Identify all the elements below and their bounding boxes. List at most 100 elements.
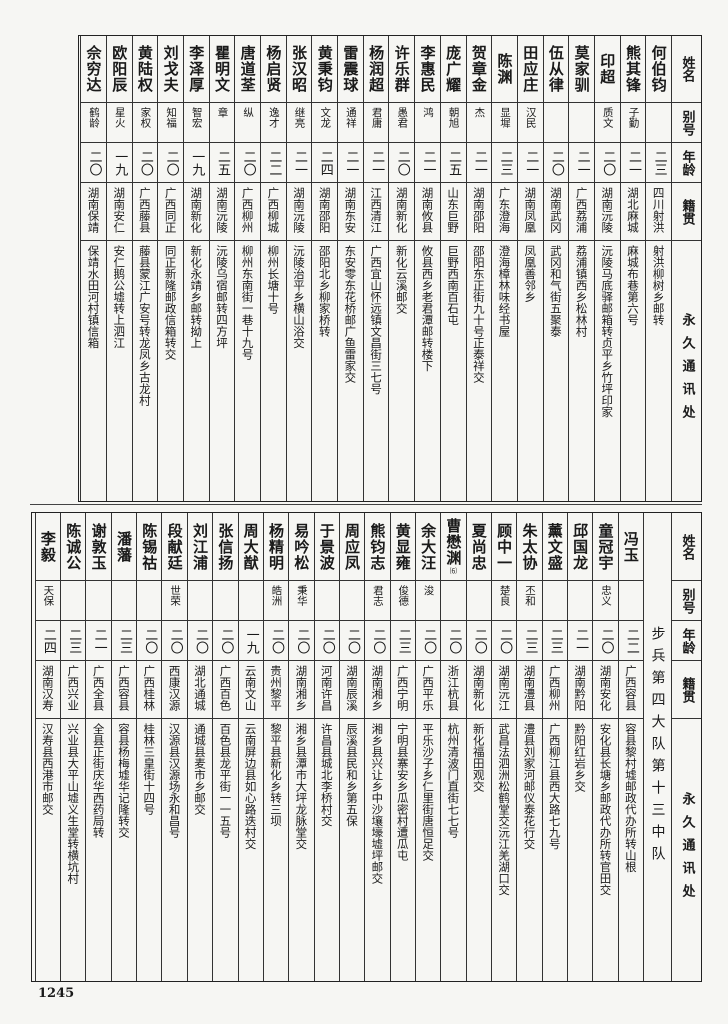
name-text: 李惠民 bbox=[418, 45, 437, 93]
name-text: 佘穷达 bbox=[84, 45, 103, 93]
address-cell: 通城县麦市乡邮交 bbox=[188, 719, 212, 980]
native-cell: 湖南邵阳 bbox=[312, 183, 338, 241]
alias-text: 子勤 bbox=[627, 107, 640, 128]
native-text: 湖南黔阳 bbox=[573, 665, 588, 711]
address-text: 容县黎村墟邮政代办所转山根 bbox=[623, 723, 638, 873]
age-text: 一九 bbox=[189, 149, 205, 176]
alias-cell bbox=[567, 581, 593, 621]
age-cell: 二〇 bbox=[132, 143, 158, 183]
address-text: 安化县长塘乡邮政代办所转官田交 bbox=[598, 723, 613, 896]
table-row: 张信扬 二〇 广西百色 百色县龙平街一一五号 bbox=[212, 513, 238, 981]
name-text: 熊其锋 bbox=[623, 45, 642, 93]
address-cell: 沅陵乌宿邮转四方坪 bbox=[210, 241, 235, 500]
age-text: 二〇 bbox=[600, 149, 616, 176]
age-text: 二五 bbox=[214, 149, 230, 176]
name-cell: 莫家驯 bbox=[569, 36, 594, 103]
alias-text: 显墀 bbox=[499, 107, 512, 128]
address-cell: 湘乡县兴让乡中沙壤壕墟坪邮交 bbox=[365, 719, 389, 980]
age-text: 二四 bbox=[40, 627, 56, 654]
age-text: 二三 bbox=[497, 149, 513, 176]
name-cell: 陈诚公 bbox=[61, 513, 86, 581]
name-text: 顾中一 bbox=[495, 522, 514, 571]
native-cell: 湖南沅陵 bbox=[286, 183, 312, 241]
address-text: 柳州东南街一巷十九号 bbox=[240, 245, 255, 360]
name-cell: 张汉昭 bbox=[286, 36, 312, 103]
age-cell: 二〇 bbox=[235, 143, 260, 183]
alias-text: 君庸 bbox=[370, 107, 383, 128]
table-row: 何伯钧 二三 四川射洪 射洪柳树乡邮转 bbox=[645, 36, 671, 501]
address-text: 邵阳北乡柳家桥转 bbox=[317, 245, 332, 337]
alias-cell bbox=[238, 581, 263, 621]
table-row: 夏尚忠 二〇 湖南新化 新化福田观交 bbox=[465, 513, 491, 981]
header-age: 年龄 bbox=[672, 143, 701, 183]
header-alias-label: 别号 bbox=[679, 587, 695, 614]
alias-text: 鸿 bbox=[421, 107, 434, 118]
age-text: 二〇 bbox=[471, 627, 487, 654]
alias-cell bbox=[543, 103, 569, 143]
alias-cell bbox=[618, 581, 643, 621]
native-text: 广西百色 bbox=[218, 665, 233, 711]
alias-cell: 愚君 bbox=[389, 103, 415, 143]
alias-cell bbox=[466, 581, 491, 621]
name-cell: 段献廷 bbox=[162, 513, 187, 581]
native-text: 湖南澧县 bbox=[522, 665, 537, 711]
name-text: 李毅 bbox=[38, 530, 57, 563]
alias-cell: 皓洲 bbox=[263, 581, 289, 621]
name-text: 潘藩 bbox=[114, 530, 133, 563]
age-text: 二〇 bbox=[548, 149, 564, 176]
native-text: 湖南新化 bbox=[394, 187, 409, 233]
native-cell: 广西藤县 bbox=[132, 183, 158, 241]
table-row: 欧阳辰 星火 一九 湖南安仁 安仁鹅公墟转上泗江 bbox=[105, 36, 132, 501]
name-text: 印超 bbox=[598, 53, 617, 85]
table-row: 陈锡祜 二〇 广西桂林 桂林三皇街十四号 bbox=[136, 513, 162, 981]
native-cell: 湖南新化 bbox=[183, 183, 209, 241]
table-row: 佘穷达 鹤龄 二〇 湖南保靖 保靖水田河村镇信箱 bbox=[80, 36, 106, 501]
native-cell: 广西容县 bbox=[111, 661, 137, 719]
name-text: 周应凤 bbox=[343, 522, 362, 571]
age-cell: 二〇 bbox=[158, 143, 183, 183]
name-text: 夏尚忠 bbox=[469, 522, 488, 571]
name-text: 陈渊 bbox=[495, 53, 514, 85]
native-text: 湖南辰溪 bbox=[345, 665, 360, 711]
age-text: 一九 bbox=[112, 149, 128, 176]
alias-text: 朝旭 bbox=[447, 107, 460, 128]
alias-cell bbox=[86, 581, 111, 621]
age-cell: 二一 bbox=[567, 621, 593, 661]
name-cell: 顾中一 bbox=[491, 513, 517, 581]
address-cell: 沅陵马底驿邮箱转贞平乡竹坪印家 bbox=[595, 241, 620, 500]
address-cell: 攸县西乡老君潭邮转楼下 bbox=[415, 241, 440, 500]
address-cell: 百色县龙平街一一五号 bbox=[213, 719, 237, 980]
age-text: 二一 bbox=[574, 149, 590, 176]
alias-cell bbox=[187, 581, 213, 621]
name-cell: 伍从律 bbox=[543, 36, 569, 103]
address-cell: 黔阳红岩乡交 bbox=[568, 719, 592, 980]
table-row: 刘戈夫 知福 二〇 广西同正 同正新隆邮政信箱转交 bbox=[157, 36, 183, 501]
header-age: 年龄 bbox=[672, 621, 701, 661]
address-text: 通城县麦市乡邮交 bbox=[192, 723, 207, 815]
native-cell: 湖南安仁 bbox=[106, 183, 132, 241]
native-text: 湖南安仁 bbox=[112, 187, 127, 233]
alias-text: 浚 bbox=[422, 585, 435, 596]
alias-text: 通祥 bbox=[344, 107, 357, 128]
address-text: 藤县蒙江广安号转龙凤乡古龙村 bbox=[137, 245, 152, 406]
native-text: 广西柳州 bbox=[547, 665, 562, 711]
header-native: 籍贯 bbox=[672, 183, 701, 241]
age-cell: 二五 bbox=[440, 143, 466, 183]
age-cell: 二一 bbox=[86, 621, 111, 661]
address-cell: 沅陵治平乡横山浴交 bbox=[287, 241, 312, 500]
address-cell: 武冈和气街五聚泰 bbox=[544, 241, 569, 500]
alias-cell: 世荣 bbox=[162, 581, 187, 621]
alias-cell bbox=[111, 581, 137, 621]
native-text: 广西荔浦 bbox=[574, 187, 589, 233]
address-text: 武冈和气街五聚泰 bbox=[548, 245, 563, 337]
alias-text: 星火 bbox=[113, 107, 126, 128]
address-text: 武昌法泗洲松鹤堂交沅江羌湖口交 bbox=[497, 723, 512, 896]
native-text: 湖南沅陵 bbox=[600, 187, 615, 233]
header-address-label: 永久通讯处 bbox=[679, 792, 695, 907]
age-cell: 二二 bbox=[261, 143, 286, 183]
table-row: 余大汪浚二〇 广西平乐 平乐沙子乡仁里街唐恒足交 bbox=[414, 513, 441, 981]
native-text: 广西容县 bbox=[116, 665, 131, 711]
address-cell: 许昌县城北李桥村交 bbox=[315, 719, 339, 980]
native-cell: 江西清江 bbox=[363, 183, 389, 241]
address-text: 保靖水田河村镇信箱 bbox=[86, 245, 101, 349]
